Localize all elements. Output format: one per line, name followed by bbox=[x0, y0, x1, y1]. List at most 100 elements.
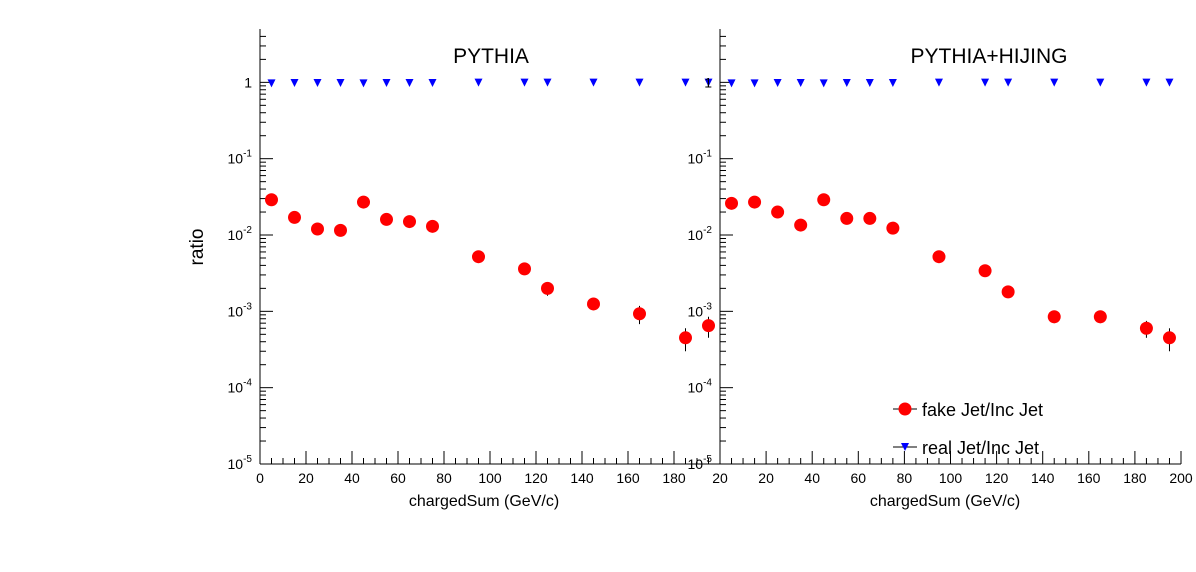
fake-jet-point bbox=[403, 215, 416, 229]
real-jet-point bbox=[428, 79, 437, 88]
fake-jet-point bbox=[380, 212, 393, 226]
x-tick-label: 160 bbox=[1077, 470, 1101, 486]
real-jet-point bbox=[865, 79, 874, 88]
legend-marker-fake bbox=[898, 402, 912, 416]
x-tick-label: 60 bbox=[390, 470, 406, 486]
fake-jet-point bbox=[794, 218, 808, 232]
fake-jet-point bbox=[1139, 321, 1153, 335]
fake-jet-point bbox=[334, 223, 347, 237]
fake-jet-point bbox=[1162, 331, 1176, 345]
x-tick-label: 140 bbox=[1031, 470, 1055, 486]
x-tick-label: 20 bbox=[758, 470, 774, 486]
fake-jet-point bbox=[265, 193, 278, 207]
y-tick-label: 10-4 bbox=[688, 378, 713, 396]
fake-jet-point bbox=[748, 195, 762, 209]
real-jet-point bbox=[474, 78, 483, 87]
x-tick-label: 40 bbox=[804, 470, 820, 486]
real-jet-point bbox=[1096, 78, 1105, 87]
x-tick-label: 180 bbox=[1123, 470, 1147, 486]
fake-jet-point bbox=[679, 331, 692, 345]
real-jet-point bbox=[796, 79, 805, 88]
y-tick-label: 10-2 bbox=[228, 225, 253, 243]
y-tick-label: 1 bbox=[704, 74, 712, 90]
real-jet-point bbox=[1050, 78, 1059, 87]
fake-jet-point bbox=[863, 211, 877, 225]
real-jet-point bbox=[382, 79, 391, 88]
real-jet-point bbox=[819, 79, 828, 88]
real-jet-point bbox=[1142, 78, 1151, 87]
fake-jet-point bbox=[1093, 310, 1107, 324]
real-jet-point bbox=[773, 79, 782, 88]
real-jet-point bbox=[934, 78, 943, 87]
real-jet-point bbox=[520, 78, 529, 87]
real-jet-point bbox=[842, 79, 851, 88]
x-tick-label: 120 bbox=[985, 470, 1009, 486]
y-tick-label: 10-3 bbox=[228, 301, 253, 319]
legend-entry: fake Jet/Inc Jet bbox=[922, 400, 1043, 420]
fake-jet-point bbox=[702, 319, 715, 333]
x-tick-label: 80 bbox=[897, 470, 913, 486]
fake-jet-point bbox=[633, 307, 646, 321]
x-tick-label: 200 bbox=[1169, 470, 1193, 486]
y-tick-label: 10-5 bbox=[688, 454, 713, 472]
real-jet-point bbox=[750, 79, 759, 88]
fake-jet-point bbox=[1047, 310, 1061, 324]
panel-pythia: 0 20 40 60 80 100 120 140 160 18010-510-410-310-2… bbox=[228, 29, 721, 510]
real-jet-point bbox=[589, 78, 598, 87]
real-jet-point bbox=[981, 78, 990, 87]
x-axis-label: chargedSum (GeV/c) bbox=[409, 493, 559, 510]
fake-jet-point bbox=[472, 250, 485, 264]
panel-pythia-hijing: 20 20 40 60 80 100 120 140 160 180 200 10-5 10-4 10-3… bbox=[688, 29, 1193, 510]
fake-jet-point bbox=[311, 222, 324, 236]
x-tick-label: 120 bbox=[524, 470, 548, 486]
fake-jet-point bbox=[541, 281, 554, 295]
x-tick-label: 20 bbox=[712, 470, 728, 486]
x-tick-label: 80 bbox=[436, 470, 452, 486]
real-jet-point bbox=[405, 79, 414, 88]
y-tick-label: 10-4 bbox=[228, 378, 253, 396]
x-tick-label: 180 bbox=[662, 470, 686, 486]
real-jet-point bbox=[267, 79, 276, 88]
legend-entry: real Jet/Inc Jet bbox=[922, 438, 1039, 458]
real-jet-point bbox=[727, 79, 736, 88]
y-tick-label: 10-5 bbox=[228, 454, 253, 472]
x-tick-label: 140 bbox=[570, 470, 594, 486]
real-jet-point bbox=[1165, 78, 1174, 87]
x-tick-label: 100 bbox=[939, 470, 963, 486]
y-tick-label: 10-1 bbox=[228, 149, 253, 167]
x-tick-label: 0 bbox=[256, 470, 264, 486]
real-jet-point bbox=[359, 79, 368, 88]
fake-jet-point bbox=[518, 262, 531, 276]
y-tick-label: 10-3 bbox=[688, 301, 713, 319]
fake-jet-point bbox=[288, 210, 301, 224]
y-axis-label: ratio bbox=[187, 229, 208, 266]
x-tick-label: 100 bbox=[478, 470, 502, 486]
y-tick-label: 10-1 bbox=[688, 149, 713, 167]
x-tick-label: 20 bbox=[298, 470, 314, 486]
real-jet-point bbox=[635, 78, 644, 87]
fake-jet-point bbox=[978, 264, 992, 278]
y-tick-label: 10-2 bbox=[688, 225, 713, 243]
fake-jet-point bbox=[1001, 285, 1015, 299]
fake-jet-point bbox=[840, 211, 854, 225]
real-jet-point bbox=[704, 78, 713, 87]
fake-jet-point bbox=[725, 196, 739, 210]
fake-jet-point bbox=[771, 205, 785, 219]
fake-jet-point bbox=[932, 250, 946, 264]
fake-jet-point bbox=[886, 221, 900, 235]
real-jet-point bbox=[313, 79, 322, 88]
x-tick-label: 60 bbox=[851, 470, 867, 486]
legend-marker-real bbox=[901, 443, 909, 451]
real-jet-point bbox=[888, 79, 897, 88]
fake-jet-point bbox=[357, 195, 370, 209]
real-jet-point bbox=[543, 78, 552, 87]
panel-title: PYTHIA bbox=[453, 45, 529, 68]
x-axis-label: chargedSum (GeV/c) bbox=[870, 493, 1020, 510]
fake-jet-point bbox=[817, 193, 831, 207]
fake-jet-point bbox=[587, 297, 600, 311]
real-jet-point bbox=[290, 79, 299, 88]
fake-jet-point bbox=[426, 219, 439, 233]
real-jet-point bbox=[1004, 78, 1013, 87]
